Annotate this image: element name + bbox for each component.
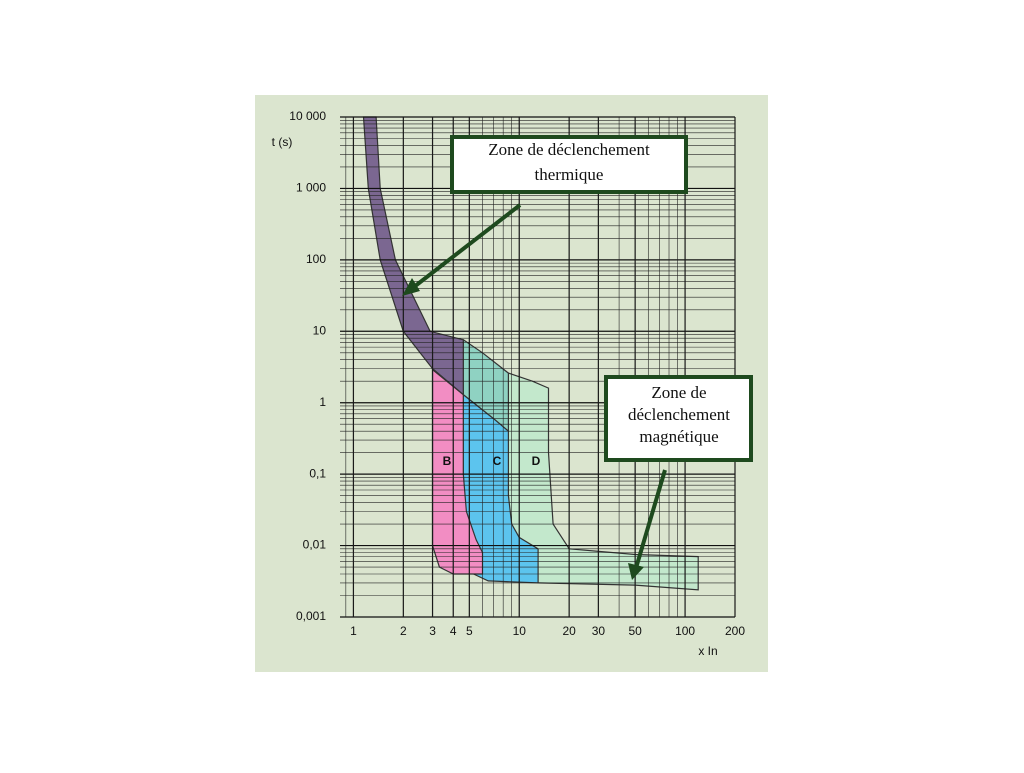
annotation-text: thermique (535, 165, 604, 184)
x-tick-label: 30 (592, 624, 606, 638)
y-tick-label: 100 (306, 252, 326, 266)
y-tick-label: 10 (313, 323, 327, 337)
annotation-text: Zone de déclenchement (488, 140, 650, 159)
x-tick-label: 1 (350, 624, 357, 638)
annotation-text: Zone de (651, 383, 706, 402)
x-tick-label: 4 (450, 624, 457, 638)
x-tick-label: 200 (725, 624, 745, 638)
arrow-head (402, 278, 420, 296)
arrow-head (628, 563, 644, 580)
y-tick-label: 0,001 (296, 609, 326, 623)
y-tick-label: 0,1 (309, 466, 326, 480)
y-tick-label: 1 (319, 395, 326, 409)
annotation-text: déclenchement (628, 405, 730, 424)
arrow (634, 469, 667, 569)
x-tick-label: 10 (513, 624, 527, 638)
arrow (408, 203, 522, 292)
zone-label: D (532, 454, 541, 468)
annotation-box (604, 375, 753, 462)
zone-label: C (493, 454, 502, 468)
x-tick-label: 3 (429, 624, 436, 638)
annotations: Zone de déclenchement thermique Zone de déc… (402, 135, 753, 580)
y-axis-label: t (s) (272, 135, 293, 149)
annotation-text: magnétique (639, 427, 718, 446)
zone-label: B (443, 454, 452, 468)
x-axis-label: x In (698, 644, 717, 658)
x-tick-label: 5 (466, 624, 473, 638)
y-tick-label: 0,01 (303, 538, 327, 552)
y-tick-label: 10 000 (289, 109, 326, 123)
x-tick-label: 20 (562, 624, 576, 638)
plot-area (340, 116, 736, 618)
x-tick-label: 2 (400, 624, 407, 638)
y-tick-label: 1 000 (296, 181, 326, 195)
annotation-box (450, 135, 688, 194)
x-tick-label: 50 (628, 624, 642, 638)
x-tick-label: 100 (675, 624, 695, 638)
